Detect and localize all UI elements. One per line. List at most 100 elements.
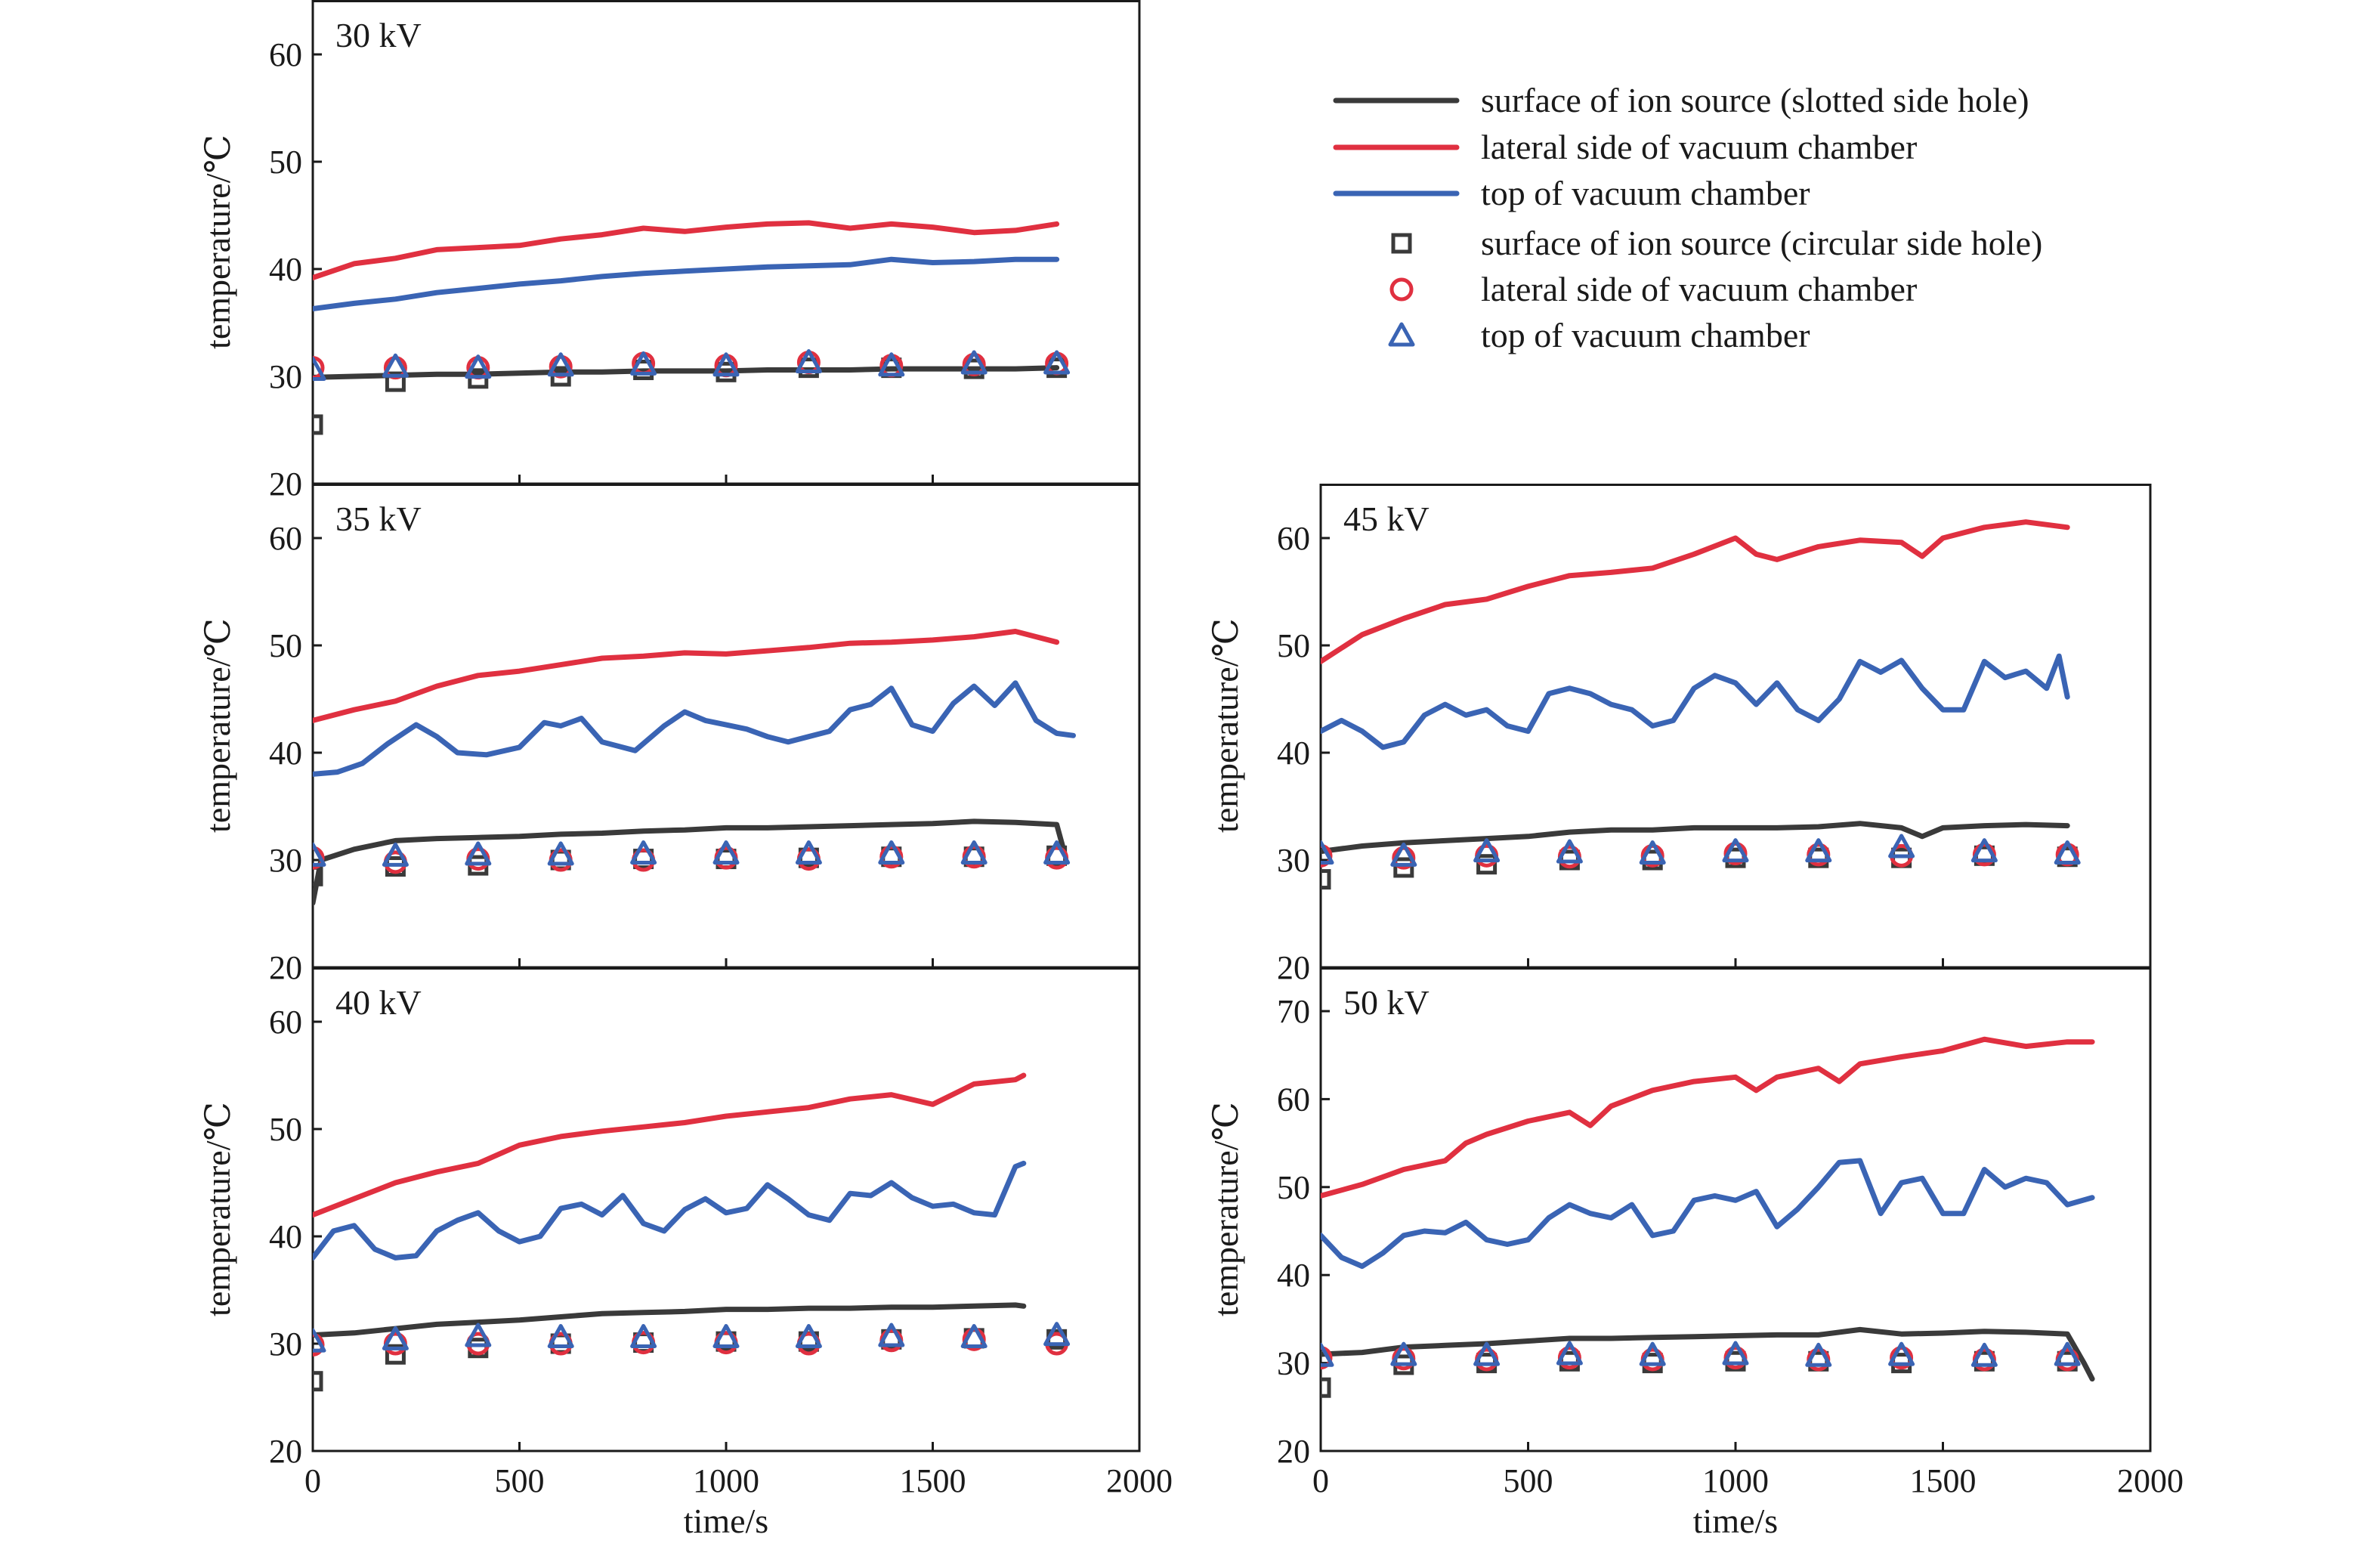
y-axis-title: temperature/℃	[199, 135, 237, 349]
plot-frame	[1319, 484, 2152, 969]
x-tick-label: 500	[1504, 1462, 1553, 1499]
marker-triangle	[547, 352, 574, 377]
panel-label: 40 kV	[335, 983, 422, 1022]
y-tick-label: 30	[1277, 842, 1310, 879]
marker-square	[313, 414, 323, 435]
marker-triangle	[795, 1323, 822, 1348]
marker-triangle	[1473, 1341, 1501, 1366]
legend-label: top of vacuum chamber	[1481, 316, 1810, 354]
marker-circle	[313, 356, 325, 380]
marker-triangle	[630, 351, 657, 376]
legend-square-swatch	[1391, 233, 1412, 254]
series-line-slotted	[1321, 821, 2070, 855]
series-line-top	[1321, 653, 2070, 750]
series-line-top	[313, 256, 1060, 311]
legend-label: lateral side of vacuum chamber	[1481, 128, 1917, 166]
marker-square	[385, 1344, 406, 1365]
marker-triangle	[960, 840, 988, 865]
y-tick-label: 50	[269, 144, 302, 181]
x-tick-label: 0	[1312, 1462, 1329, 1499]
marker-triangle	[1556, 1341, 1583, 1366]
panel-45-kv: 20 30 40 50 60 temperature/℃ 45 kV	[1207, 484, 2152, 986]
marker-triangle	[1639, 840, 1666, 865]
marker-triangle	[712, 1323, 740, 1348]
plot-data	[313, 220, 1071, 435]
marker-triangle	[1888, 1341, 1915, 1366]
legend-item: top of vacuum chamber	[1333, 174, 1810, 212]
y-axis-title: temperature/℃	[1207, 1102, 1245, 1316]
marker-triangle	[2054, 840, 2081, 865]
series-line-slotted	[313, 818, 1068, 906]
marker-triangle	[1805, 838, 1832, 863]
marker-triangle	[960, 1323, 988, 1348]
y-tick-label: 40	[269, 251, 302, 288]
marker-triangle	[465, 841, 492, 866]
marker-triangle	[1473, 838, 1501, 863]
marker-triangle	[313, 842, 326, 867]
y-tick-label: 20	[269, 1433, 302, 1470]
legend-label: surface of ion source (circular side hol…	[1481, 224, 2042, 262]
y-tick-label: 50	[269, 627, 302, 664]
y-tick-label: 20	[269, 949, 302, 986]
marker-triangle	[1970, 838, 1998, 863]
x-tick-label: 1500	[900, 1462, 966, 1499]
x-axis-title: time/s	[1693, 1502, 1778, 1540]
marker-square	[313, 865, 323, 886]
marker-triangle	[630, 840, 657, 865]
y-tick-label: 30	[269, 358, 302, 395]
series-line-lateral	[1321, 1036, 2095, 1199]
marker-square	[313, 1371, 323, 1392]
legend-label: lateral side of vacuum chamber	[1481, 270, 1917, 308]
y-tick-label: 40	[1277, 1257, 1310, 1294]
plot-frame	[311, 0, 1141, 485]
series-line-slotted	[1321, 1326, 2095, 1382]
y-tick-label: 60	[269, 36, 302, 73]
marker-triangle	[795, 349, 822, 374]
marker-triangle	[878, 352, 905, 377]
panel-50-kv: 20 30 40 50 60 70 0 500 1000 1500 2000 temperature/…	[1207, 967, 2184, 1540]
series-line-top	[313, 1160, 1027, 1261]
marker-circle	[1321, 1346, 1333, 1370]
marker-triangle	[1805, 1342, 1832, 1367]
y-tick-label: 40	[1277, 735, 1310, 772]
marker-triangle	[313, 356, 326, 381]
marker-triangle	[1970, 1342, 1998, 1367]
marker-triangle	[313, 1328, 326, 1353]
x-axis-title: time/s	[684, 1502, 768, 1540]
legend-item: surface of ion source (slotted side hole…	[1333, 81, 2029, 119]
marker-triangle	[1321, 1342, 1334, 1367]
marker-triangle	[2054, 1341, 2081, 1366]
y-tick-label: 40	[269, 1218, 302, 1255]
marker-triangle	[1390, 1341, 1417, 1366]
marker-triangle	[465, 354, 492, 379]
y-tick-label: 20	[1277, 949, 1310, 986]
panel-35-kv: 20 30 40 50 60 temperature/℃ 35 kV	[199, 484, 1141, 986]
y-axis-title: temperature/℃	[1207, 618, 1245, 833]
panel-label: 35 kV	[335, 500, 422, 538]
marker-triangle	[465, 1323, 492, 1347]
y-tick-label: 60	[269, 520, 302, 557]
series-line-top	[1321, 1158, 2095, 1270]
x-tick-label: 500	[495, 1462, 545, 1499]
marker-triangle	[382, 842, 409, 867]
y-axis-title: temperature/℃	[199, 618, 237, 833]
x-tick-label: 1000	[693, 1462, 759, 1499]
marker-square	[385, 371, 406, 392]
marker-triangle	[630, 1323, 657, 1348]
legend-item: top of vacuum chamber	[1388, 316, 1810, 354]
series-line-slotted	[313, 1302, 1027, 1338]
marker-triangle	[795, 840, 822, 865]
marker-triangle	[1722, 838, 1749, 863]
marker-triangle	[1639, 1341, 1666, 1366]
panel-label: 45 kV	[1343, 500, 1430, 538]
panel-30-kv: 20 30 40 50 60 temperature/℃ 30 kV	[199, 0, 1141, 503]
panel-40-kv: 20 30 40 50 60 0 500 1000 1500 2000 temperature/℃ t…	[199, 967, 1173, 1540]
series-line-lateral	[313, 1072, 1027, 1218]
marker-triangle	[382, 353, 409, 378]
marker-triangle	[547, 841, 574, 866]
y-tick-label: 20	[269, 466, 302, 503]
marker-square	[1321, 869, 1331, 890]
series-line-top	[313, 680, 1076, 777]
